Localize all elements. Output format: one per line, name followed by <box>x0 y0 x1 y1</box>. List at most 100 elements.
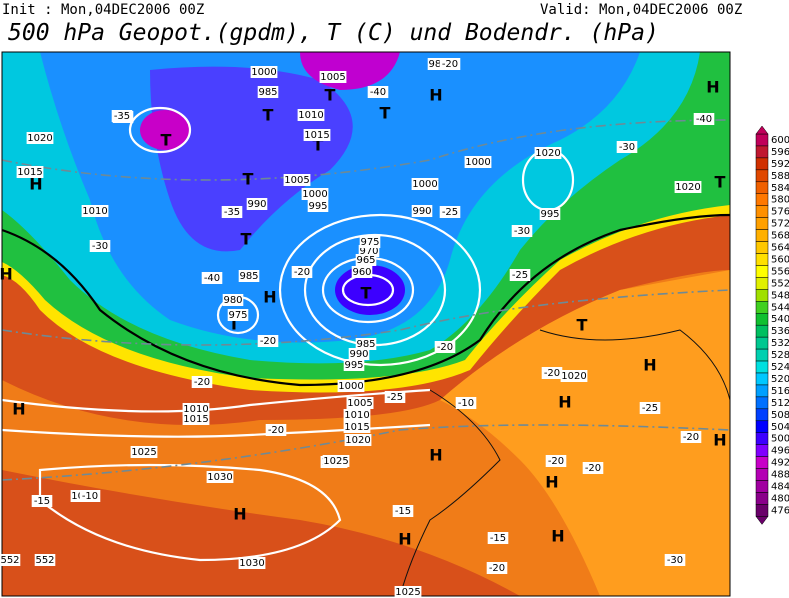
label-box <box>392 505 414 517</box>
label-box <box>191 376 213 388</box>
label-box <box>303 129 331 141</box>
label-box <box>486 562 508 574</box>
colorbar-label: 592 <box>771 159 789 170</box>
pressure-center: H <box>0 265 13 284</box>
pressure-center: T <box>263 106 274 125</box>
colorbar-label: 492 <box>771 458 789 469</box>
label-box <box>616 141 638 153</box>
label-box <box>81 205 109 217</box>
contour-label: -20 <box>268 425 284 436</box>
colorbar-swatch <box>755 181 769 195</box>
contour-label: 1000 <box>302 189 327 200</box>
pressure-center: H <box>713 431 726 450</box>
contour-label: 1010 <box>82 206 107 217</box>
contour-label: -25 <box>642 403 658 414</box>
contour-label: -25 <box>442 207 458 218</box>
label-box <box>343 359 365 371</box>
label-box <box>351 266 373 278</box>
colorbar-label: 580 <box>771 195 789 206</box>
colorbar-label: 544 <box>771 302 789 313</box>
contour-label: -20 <box>683 432 699 443</box>
colorbar-swatch <box>755 217 769 230</box>
colorbar-label: 508 <box>771 410 789 421</box>
contour-label: -15 <box>490 533 506 544</box>
colorbar-swatch <box>755 253 769 266</box>
contour-label: 985 <box>239 271 258 282</box>
label-box <box>367 86 389 98</box>
pressure-center: H <box>29 175 42 194</box>
map-field <box>1 51 731 597</box>
label-box <box>348 348 370 360</box>
label-box <box>664 554 686 566</box>
contour-label: 1010 <box>344 410 369 421</box>
pressure-center: H <box>233 505 246 524</box>
label-box <box>182 403 210 415</box>
label-box <box>355 338 377 350</box>
contour-label: 1020 <box>27 133 52 144</box>
label-box <box>130 446 158 458</box>
label-box <box>297 109 325 121</box>
contour-label: 1015 <box>17 167 42 178</box>
colorbar-label: 576 <box>771 207 789 218</box>
colorbar-swatch <box>755 420 769 433</box>
label-box <box>693 113 715 125</box>
contour-label: 985 <box>258 87 277 98</box>
contour-label: 1025 <box>323 456 348 467</box>
label-box <box>384 391 406 403</box>
label-box <box>319 71 347 83</box>
colorbar-bottom-tip <box>755 516 769 525</box>
label-box <box>182 413 210 425</box>
colorbar-top-tip <box>755 125 769 135</box>
contour-label: 995 <box>540 209 559 220</box>
colorbar-label: 588 <box>771 171 789 182</box>
colorbar-swatch <box>755 277 769 290</box>
label-box <box>439 206 461 218</box>
contour-label: -10 <box>458 398 474 409</box>
label-box <box>455 397 477 409</box>
colorbar-swatch <box>755 360 769 374</box>
colorbar-label: 584 <box>771 183 789 194</box>
colorbar-label: 524 <box>771 362 789 373</box>
contour-label: -20 <box>294 267 310 278</box>
contour-label: 1030 <box>207 472 232 483</box>
label-box <box>79 490 101 502</box>
colorbar-label: 516 <box>771 386 789 397</box>
contour-label: 965 <box>356 255 375 266</box>
contour-label: 995 <box>344 360 363 371</box>
label-box <box>257 335 279 347</box>
label-box <box>337 380 365 392</box>
label-box <box>411 178 439 190</box>
colorbar-swatch <box>755 229 769 242</box>
contour-label: 985 <box>428 59 447 70</box>
pressure-center: T <box>380 104 391 123</box>
contour-label: 1020 <box>675 182 700 193</box>
label-box <box>674 181 702 193</box>
contour-label: 960 <box>352 267 371 278</box>
colorbar-swatch <box>755 336 769 350</box>
label-box <box>359 236 381 248</box>
contour-label: 980 <box>223 295 242 306</box>
colorbar-label: 484 <box>771 482 789 493</box>
label-box <box>31 495 53 507</box>
colorbar-label: 532 <box>771 338 789 349</box>
label-box <box>227 309 249 321</box>
pressure-center: H <box>545 473 558 492</box>
colorbar-swatch <box>755 133 769 147</box>
contour-label: 1010 <box>183 404 208 415</box>
label-box <box>238 270 260 282</box>
label-box <box>291 266 313 278</box>
contour-label: -35 <box>224 207 240 218</box>
label-box <box>439 58 461 70</box>
label-box <box>111 110 133 122</box>
label-box <box>301 188 329 200</box>
pressure-center: H <box>643 356 656 375</box>
colorbar-label: 552 <box>771 278 789 289</box>
colorbar-label: 600 <box>771 135 789 146</box>
colorbar-label: 572 <box>771 219 789 230</box>
label-box <box>16 166 44 178</box>
label-box <box>680 431 702 443</box>
contour-label: 975 <box>360 237 379 248</box>
label-box <box>434 341 456 353</box>
contour-label: -40 <box>204 273 220 284</box>
